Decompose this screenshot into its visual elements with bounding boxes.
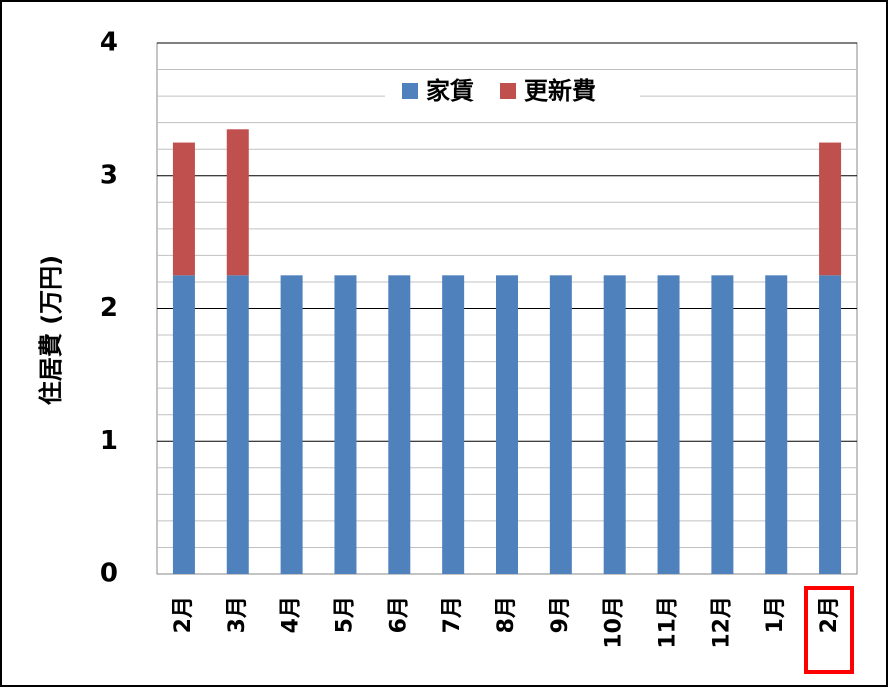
y-axis-label: 住居費 (万円) (37, 255, 65, 405)
highlight-box (804, 586, 854, 674)
x-tick-label: 3月 (225, 596, 250, 633)
bar-segment (711, 275, 734, 574)
legend-label: 更新費 (524, 77, 596, 105)
bar-segment (388, 275, 411, 574)
x-tick-label: 5月 (332, 596, 357, 633)
y-tick-label: 3 (100, 160, 118, 190)
legend-label: 家賃 (426, 77, 474, 105)
x-tick-label: 8月 (494, 596, 519, 633)
legend-swatch (500, 83, 516, 99)
x-tick-label: 11月 (656, 596, 681, 649)
bar-segment (442, 275, 465, 574)
x-tick-label: 4月 (279, 596, 304, 633)
x-tick-label: 12月 (709, 596, 734, 649)
x-tick-label: 2月 (171, 596, 196, 633)
x-tick-label: 1月 (763, 596, 788, 633)
bar-segment (226, 129, 249, 276)
bar-segment (819, 275, 842, 574)
y-tick-label: 2 (100, 293, 118, 323)
bar-segment (765, 275, 788, 574)
x-tick-label: 2月 (817, 596, 842, 633)
bar-segment (280, 275, 303, 574)
x-tick-label: 9月 (548, 596, 573, 633)
bar-segment (172, 275, 195, 574)
bar-segment (657, 275, 680, 574)
y-tick-label: 1 (100, 426, 118, 456)
legend-swatch (402, 83, 418, 99)
bar-segment (496, 275, 518, 574)
x-tick-label: 7月 (440, 596, 465, 633)
y-tick-label: 0 (100, 559, 118, 589)
bar-segment (603, 275, 626, 574)
bar-segment (334, 275, 357, 574)
bar-segment (226, 275, 249, 574)
x-tick-label: 6月 (386, 596, 411, 633)
bar-segment (172, 142, 195, 276)
bar-segment (549, 275, 572, 574)
y-tick-label: 4 (100, 28, 118, 58)
x-tick-label: 10月 (602, 596, 627, 649)
bar-segment (819, 142, 842, 276)
